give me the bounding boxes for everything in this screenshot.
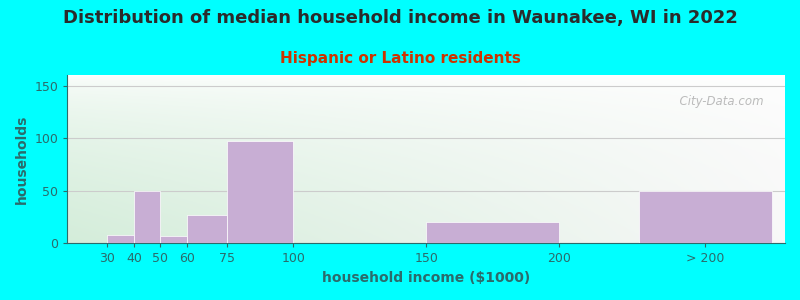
Text: Distribution of median household income in Waunakee, WI in 2022: Distribution of median household income …: [62, 9, 738, 27]
Text: Hispanic or Latino residents: Hispanic or Latino residents: [279, 51, 521, 66]
Bar: [426, 222, 559, 243]
X-axis label: household income ($1000): household income ($1000): [322, 271, 530, 285]
Bar: [227, 141, 294, 243]
Y-axis label: households: households: [15, 115, 29, 204]
Bar: [134, 191, 161, 243]
Bar: [161, 236, 187, 243]
Bar: [187, 215, 227, 243]
Bar: [107, 235, 134, 243]
Bar: [639, 191, 772, 243]
Text: City-Data.com: City-Data.com: [672, 95, 763, 108]
